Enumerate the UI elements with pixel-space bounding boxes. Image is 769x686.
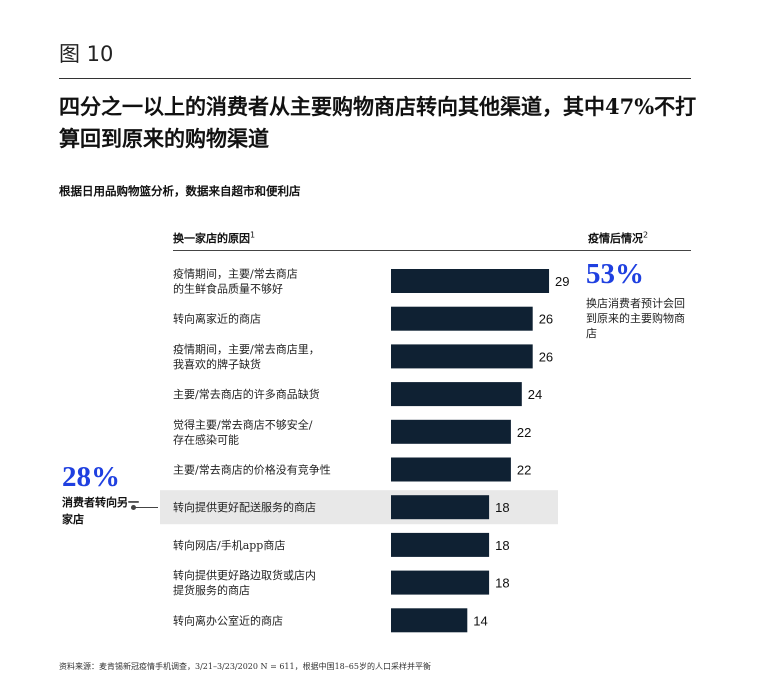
bar xyxy=(391,495,490,520)
bar xyxy=(391,419,511,444)
category-label: 转向离办公室近的商店 xyxy=(173,613,283,627)
bar xyxy=(391,608,468,633)
category-label: 存在感染可能 xyxy=(173,432,239,446)
left-callout-percent: 28% xyxy=(62,461,120,493)
chart-title: 四分之一以上的消费者从主要购物商店转向其他渠道，其中47%不打算回到原来的购物渠… xyxy=(59,94,697,151)
value-label: 29 xyxy=(555,274,569,289)
bar xyxy=(391,570,490,595)
post-pandemic-header-footnote: 2 xyxy=(643,230,649,240)
category-label: 主要/常去商店的价格没有竞争性 xyxy=(173,463,331,477)
value-label: 26 xyxy=(539,349,553,364)
value-label: 26 xyxy=(539,312,553,327)
category-label: 转向提供更好配送服务的商店 xyxy=(173,500,316,514)
value-label: 22 xyxy=(517,463,531,478)
category-label: 我喜欢的牌子缺货 xyxy=(173,357,261,371)
value-label: 18 xyxy=(495,500,509,515)
bar xyxy=(391,306,533,331)
category-label: 疫情期间，主要/常去商店里， xyxy=(173,342,320,356)
value-label: 14 xyxy=(473,613,487,628)
chart-subtitle: 根据日用品购物篮分析，数据来自超市和便利店 xyxy=(59,184,301,198)
header-rule xyxy=(173,250,691,251)
highlight-band xyxy=(160,490,558,525)
source-note: 资料来源：麦肯锡新冠疫情手机调查，3/21–3/23/2020 N = 611，… xyxy=(59,662,431,671)
category-label: 的生鲜食品质量不够好 xyxy=(173,282,283,296)
callout-pointer-dot xyxy=(131,505,136,510)
category-label: 疫情期间，主要/常去商店 xyxy=(173,267,298,281)
value-label: 24 xyxy=(528,387,542,402)
reasons-header-text: 换一家店的原因 xyxy=(173,232,250,245)
bar xyxy=(391,269,550,293)
category-label: 提货服务的商店 xyxy=(173,583,250,597)
value-label: 18 xyxy=(495,576,509,591)
figure-label: 图 10 xyxy=(59,42,114,66)
category-label: 转向提供更好路边取货或店内 xyxy=(173,568,316,582)
bar xyxy=(391,457,511,482)
right-callout-percent: 53% xyxy=(586,258,644,290)
post-pandemic-header-text: 疫情后情况 xyxy=(588,232,643,245)
bar xyxy=(391,532,490,557)
category-label: 觉得主要/常去商店不够安全/ xyxy=(173,417,313,431)
category-label: 转向离家近的商店 xyxy=(173,312,261,326)
category-label: 主要/常去商店的许多商品缺货 xyxy=(173,387,320,401)
bar xyxy=(391,382,522,407)
value-label: 22 xyxy=(517,425,531,440)
bar xyxy=(391,344,533,369)
reasons-header: 换一家店的原因1 xyxy=(173,230,255,246)
top-rule xyxy=(59,78,691,79)
category-label: 转向网店/手机app商店 xyxy=(173,538,285,552)
value-label: 18 xyxy=(495,538,509,553)
post-pandemic-header: 疫情后情况2 xyxy=(588,230,648,246)
reasons-header-footnote: 1 xyxy=(250,230,256,240)
right-callout-text: 换店消费者预计会回到原来的主要购物商店 xyxy=(586,297,685,340)
left-callout-text: 消费者转向另一家店 xyxy=(62,496,139,526)
callout-pointer-line xyxy=(134,507,158,508)
